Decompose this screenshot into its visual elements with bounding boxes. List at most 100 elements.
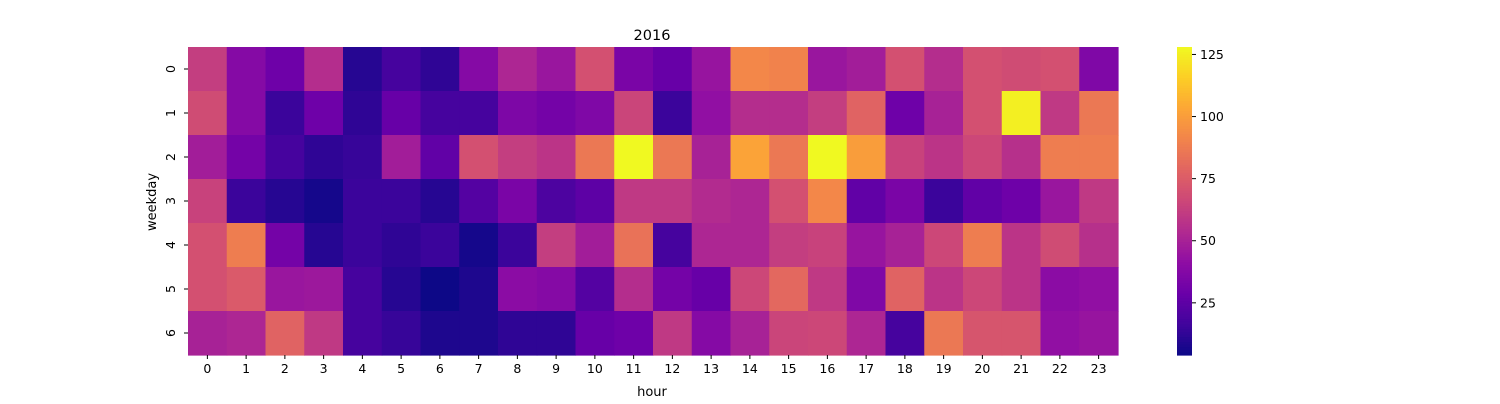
heatmap-cell [1079,267,1119,312]
colorbar-segment [1177,59,1192,63]
heatmap-cell [575,91,615,136]
heatmap-cell [459,179,499,224]
colorbar-segment [1177,85,1192,89]
colorbar-segment [1177,113,1192,117]
heatmap-cell [691,91,732,136]
x-tick-label: 15 [781,361,797,376]
heatmap-cell [1079,179,1119,224]
heatmap-cell [343,267,383,312]
x-tick-label: 4 [358,361,366,376]
colorbar-segment [1177,257,1192,261]
heatmap-cell [769,223,809,268]
colorbar-segment [1177,211,1192,215]
colorbar-segment [1177,244,1192,248]
colorbar-segment [1177,152,1192,156]
heatmap-cell [614,47,654,92]
colorbar-segment [1177,75,1192,79]
colorbar-segment [1177,321,1192,325]
heatmap-cell [614,135,654,180]
colorbar-segment [1177,49,1192,53]
colorbar-segment [1177,131,1192,135]
colorbar-segment [1177,172,1192,176]
heatmap-cell [420,91,460,136]
colorbar-segment [1177,139,1192,143]
heatmap-cell [343,135,383,180]
x-tick-label: 19 [936,361,952,376]
heatmap-cell [769,267,809,312]
colorbar-segment [1177,165,1192,169]
colorbar-segment [1177,118,1192,123]
y-tick-label: 6 [163,329,178,337]
heatmap-cell [1040,179,1080,224]
colorbar-segment [1177,231,1192,235]
heatmap-cell [924,91,964,136]
heatmap-cell [963,47,1003,92]
heatmap-cell [614,311,654,356]
colorbar-segment [1177,159,1192,164]
heatmap-cell [343,179,383,224]
colorbar-segment [1177,326,1192,330]
heatmap-cell [963,223,1003,268]
heatmap-cell [653,267,693,312]
colorbar-segment [1177,108,1192,112]
colorbar-segment [1177,216,1192,220]
heatmap-cell [226,179,267,224]
colorbar-segment [1177,67,1192,71]
x-tick-label: 23 [1091,361,1107,376]
colorbar-segment [1177,47,1192,51]
heatmap-cell [808,47,848,92]
colorbar-tick-label: 50 [1200,233,1216,248]
colorbar-tick-label: 75 [1200,171,1216,186]
heatmap-cell [304,91,344,136]
heatmap-cell [730,223,770,268]
colorbar-segment [1177,308,1192,312]
colorbar-segment [1177,124,1192,128]
heatmap-cell [1040,135,1080,180]
heatmap-cell [730,267,770,312]
colorbar-segment [1177,313,1192,318]
colorbar-segment [1177,72,1192,76]
colorbar-segment [1177,62,1192,66]
heatmap-cell [265,267,305,312]
colorbar-segment [1177,247,1192,251]
heatmap-cell [1040,47,1080,92]
heatmap-cell [963,135,1003,180]
colorbar-segment [1177,57,1192,61]
heatmap-cell [536,179,577,224]
colorbar-segment [1177,77,1192,81]
colorbar-segment [1177,80,1192,84]
heatmap-cell [459,267,499,312]
y-tick-label: 3 [163,197,178,205]
colorbar-segment [1177,136,1192,140]
colorbar-segment [1177,129,1192,133]
y-tick-label: 1 [163,109,178,117]
heatmap-cell [885,91,925,136]
heatmap-cell [691,223,732,268]
colorbar-segment [1177,275,1192,279]
colorbar-segment [1177,293,1192,297]
colorbar-segment [1177,280,1192,284]
heatmap-cell [846,91,887,136]
colorbar-segment [1177,116,1192,120]
heatmap-cells [188,47,1119,356]
colorbar-segment [1177,203,1192,207]
heatmap-cell [653,223,693,268]
x-tick-label: 18 [897,361,913,376]
colorbar-segment [1177,54,1192,58]
colorbar-segment [1177,195,1192,200]
colorbar-segment [1177,177,1192,182]
colorbar-segment [1177,193,1192,197]
heatmap-cell [265,91,305,136]
heatmap-cell [188,179,228,224]
heatmap-cell [846,311,887,356]
colorbar-segment [1177,198,1192,202]
heatmap-cell [691,47,732,92]
heatmap-cell [1079,91,1119,136]
x-tick-label: 22 [1052,361,1068,376]
heatmap-cell [1079,135,1119,180]
heatmap-cell [420,47,460,92]
heatmap-cell [885,135,925,180]
heatmap-cell [575,135,615,180]
y-axis-ticks: 0 1 2 3 4 5 6 [163,65,188,337]
colorbar-segment [1177,52,1192,56]
